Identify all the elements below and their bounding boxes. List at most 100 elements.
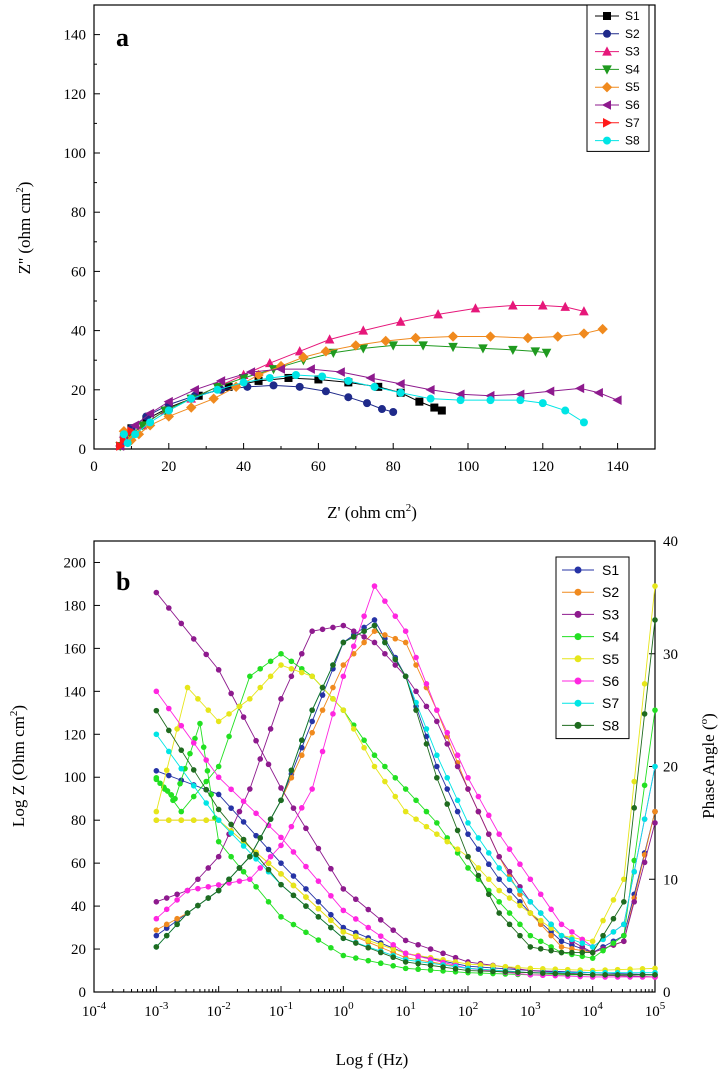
phase-point [413,816,419,822]
legend-marker [574,655,582,663]
data-point [597,323,608,335]
data-point [415,397,424,406]
phase-point [454,752,461,759]
phase-point [641,816,648,822]
legend-marker [574,588,582,596]
modulus-point [178,817,185,823]
modulus-point [190,636,197,642]
y-tick-label-a: 20 [71,383,86,399]
series-s3 [115,300,589,451]
modulus-point [215,838,222,845]
panel-label-a: a [116,23,129,52]
modulus-point [340,929,347,935]
modulus-point [365,906,372,913]
phase-point [423,808,430,815]
phase-point [413,654,419,661]
phase-point [163,895,170,901]
modulus-point [228,830,234,836]
modulus-point [515,964,521,971]
data-point [593,387,603,398]
data-point [575,383,585,394]
phase-point [330,696,336,702]
phase-point [361,744,367,751]
legend-marker [574,633,582,641]
modulus-point [639,966,646,972]
legend-b: S1 S2 S3 S4 S5 S6 S7 S8 [555,556,630,740]
data-point [189,385,199,395]
data-point [295,382,304,391]
phase-point [537,945,544,952]
phase-point [350,726,357,732]
x-tick-label-a: 20 [161,459,176,475]
modulus-point [402,937,409,944]
phase-point [184,887,191,894]
phase-point [517,921,523,928]
modulus-point [652,965,658,972]
y-tick-label-a: 120 [64,87,87,103]
phase-point [350,643,357,650]
phase-point [371,628,378,634]
modulus-point [204,767,211,774]
phase-point [340,639,347,646]
x-tick-label-a: 120 [532,459,555,475]
phase-point [340,662,347,668]
phase-point [402,673,409,680]
phase-point [288,823,295,830]
phase-point [215,853,222,860]
data-point [163,411,174,422]
data-point [320,346,332,357]
data-point [144,408,155,419]
phase-point [444,801,451,807]
modulus-point [253,851,259,858]
phase-point [454,808,461,815]
phase-point [631,857,638,864]
phase-point [485,850,492,856]
phase-point [506,876,513,883]
phase-point [371,617,378,623]
data-point [433,309,443,319]
phase-point [184,910,191,916]
phase-point [454,763,461,770]
modulus-point [240,868,247,875]
data-point [486,396,495,405]
phase-point [402,639,409,646]
modulus-point [303,886,309,892]
phase-point [298,752,305,759]
phase-point [392,793,399,800]
modulus-point [390,962,397,969]
y2-tick-label-b: 10 [663,872,678,888]
data-point [294,346,305,356]
phase-point [382,763,388,770]
modulus-point [390,954,397,961]
modulus-point [192,735,198,742]
phase-point [434,774,440,781]
phase-point [153,808,160,815]
phase-point [454,846,461,852]
phase-point [558,949,565,956]
phase-point [506,887,513,894]
phase-point [309,707,315,713]
phase-point [174,891,180,898]
data-point [561,406,570,415]
modulus-point [228,805,234,811]
phase-point [215,763,222,770]
modulus-point [253,856,259,862]
modulus-point [265,846,272,853]
modulus-point [200,744,207,750]
phase-point [558,938,565,945]
phase-point [454,797,461,804]
data-point [358,325,369,335]
data-point [116,441,126,451]
legend-label: S8 [625,134,640,148]
modulus-point [365,957,372,964]
modulus-point [315,905,322,912]
phase-point [361,639,367,646]
modulus-point [215,667,222,673]
legend-marker [574,610,582,618]
phase-point [641,681,648,687]
phase-point [402,628,409,634]
phase-point [517,902,523,909]
phase-point [413,699,419,706]
data-point [164,406,173,415]
data-point [541,348,552,358]
